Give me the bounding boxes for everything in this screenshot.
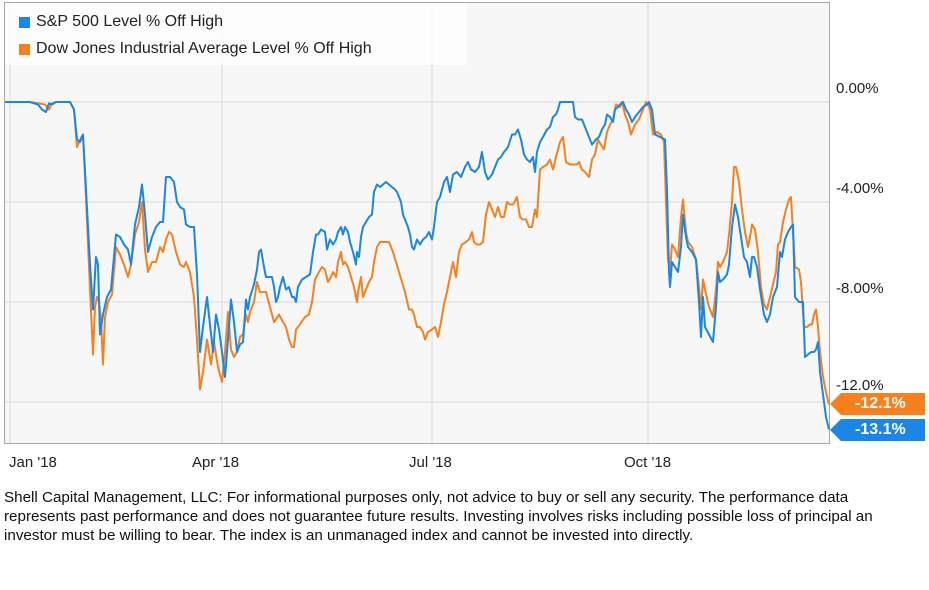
y-tick-4: -4.00%	[836, 180, 884, 197]
chart: S&P 500 Level % Off High Dow Jones Indus…	[4, 2, 925, 471]
x-tick-jan: Jan '18	[9, 454, 57, 471]
x-tick-oct: Oct '18	[624, 454, 672, 471]
y-tick-8: -8.00%	[836, 280, 884, 297]
dow-end-value-badge: -12.1%	[830, 393, 925, 415]
plot-area	[4, 2, 830, 444]
dow-swatch-icon	[19, 43, 30, 55]
y-tick-0: 0.00%	[836, 80, 879, 97]
legend: S&P 500 Level % Off High Dow Jones Indus…	[5, 3, 467, 65]
dow-line	[5, 101, 830, 405]
disclaimer-text: Shell Capital Management, LLC: For infor…	[4, 489, 873, 544]
sp500-line	[5, 101, 830, 430]
sp500-end-value-badge: -13.1%	[830, 419, 925, 441]
x-tick-jul: Jul '18	[409, 454, 452, 471]
legend-item-sp500[interactable]: S&P 500 Level % Off High	[19, 12, 223, 32]
y-tick-12: -12.0%	[836, 377, 884, 394]
line-chart-plot	[4, 2, 830, 444]
legend-label-dow: Dow Jones Industrial Average Level % Off…	[36, 40, 372, 57]
legend-label-sp500: S&P 500 Level % Off High	[36, 13, 224, 30]
sp500-swatch-icon	[19, 16, 30, 28]
legend-item-dow[interactable]: Dow Jones Industrial Average Level % Off…	[19, 39, 372, 59]
x-tick-apr: Apr '18	[192, 454, 240, 471]
